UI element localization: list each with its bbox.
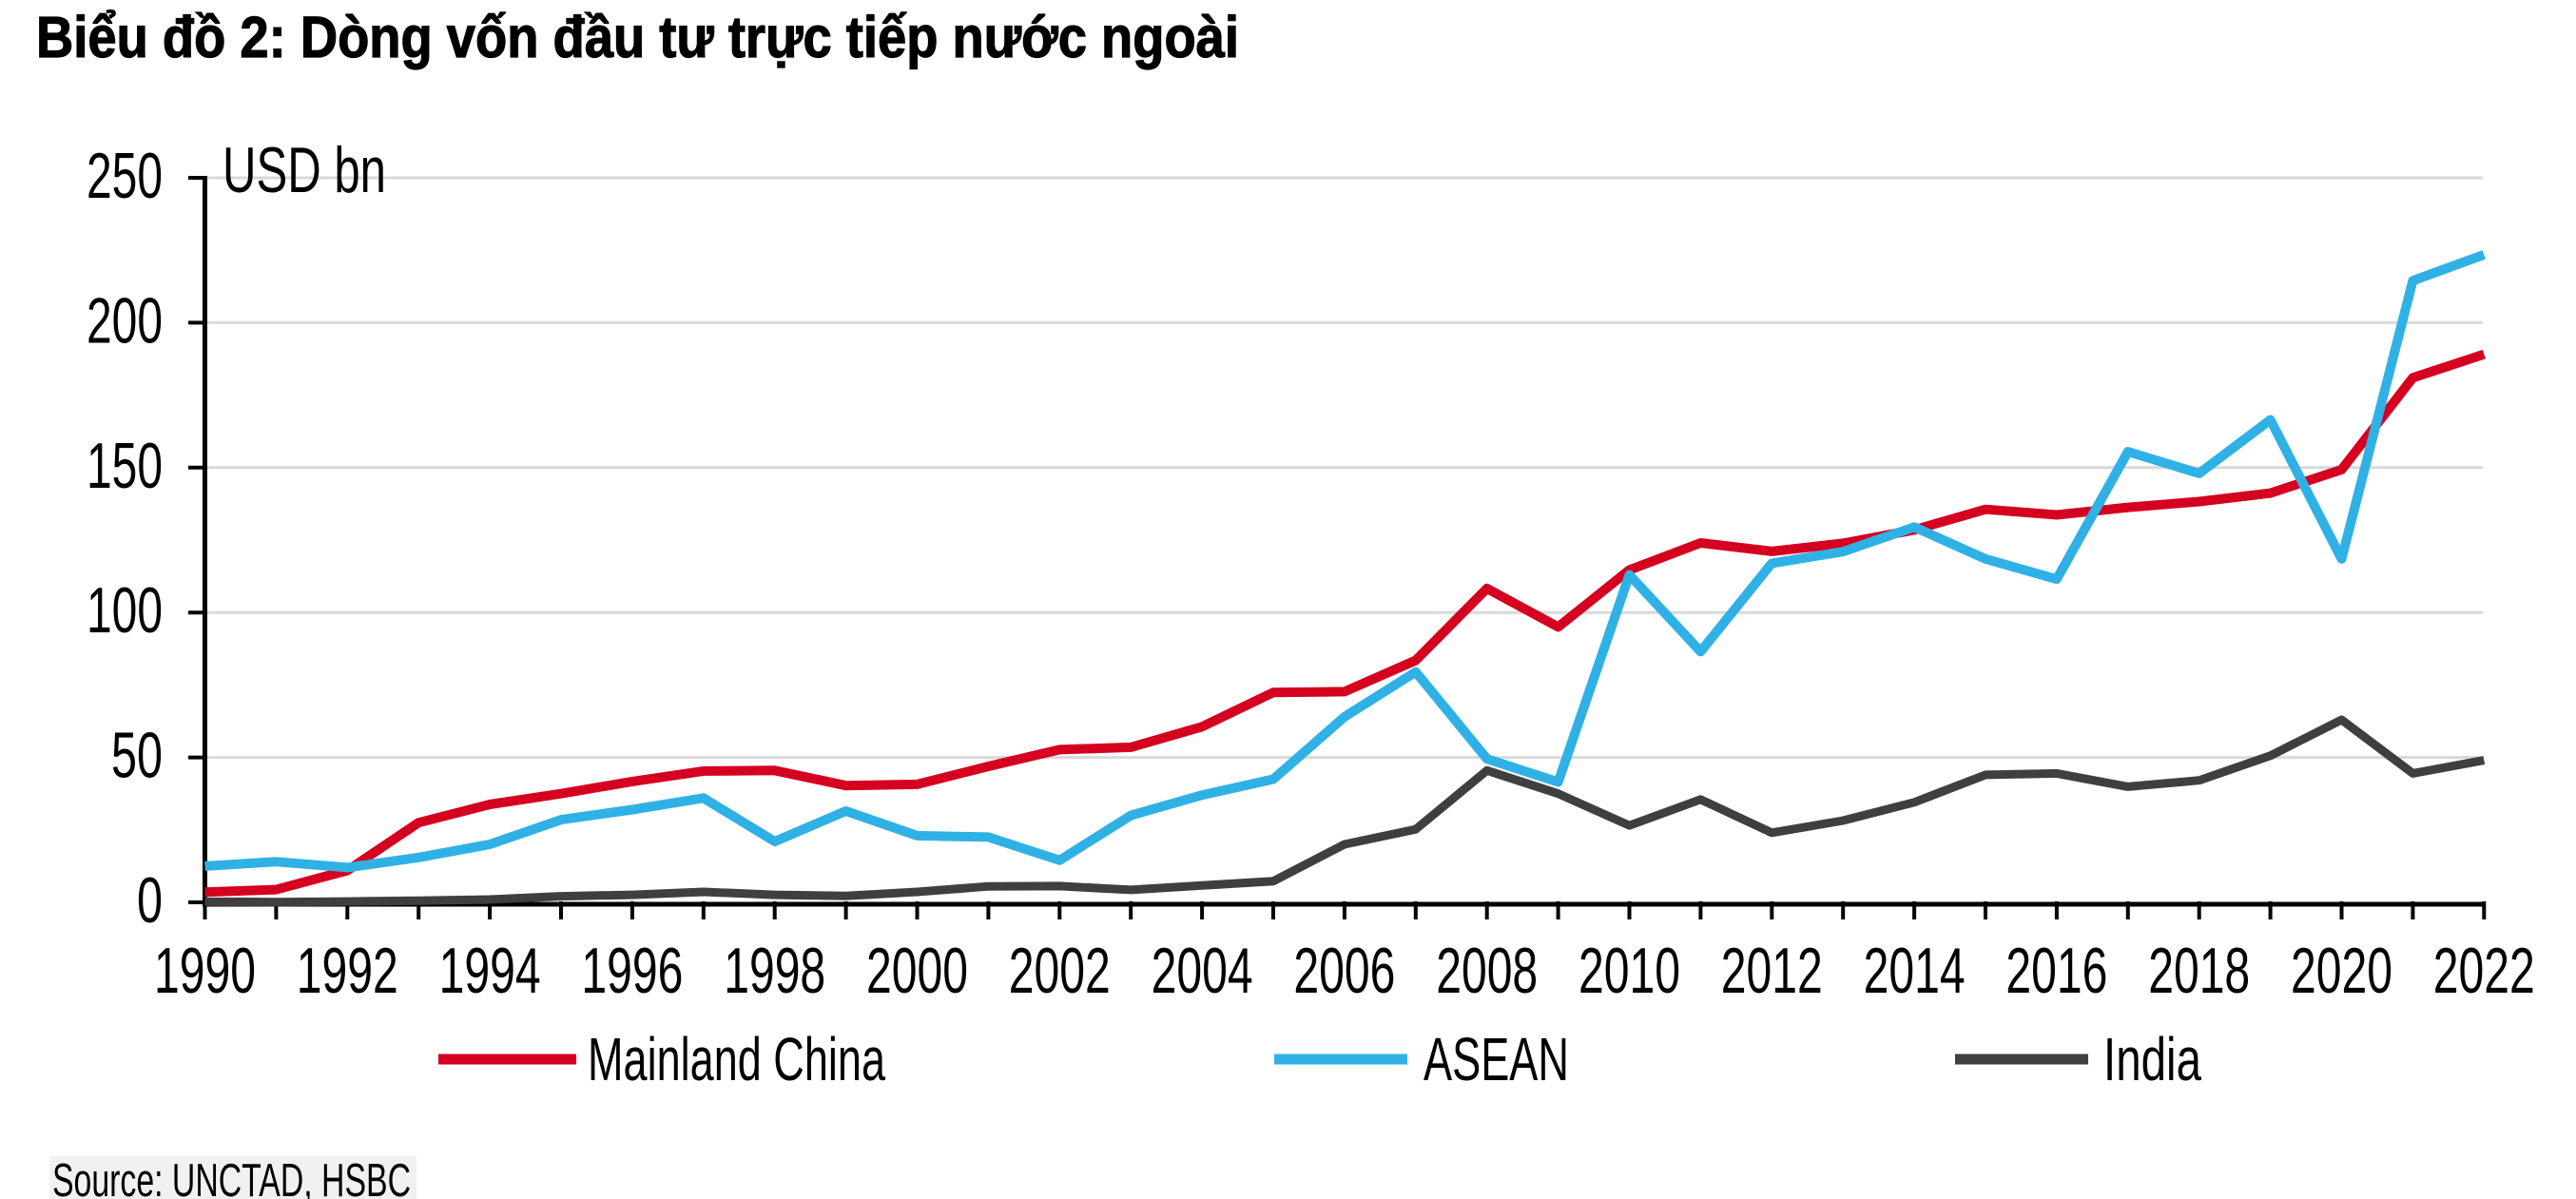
svg-text:2020: 2020: [2291, 935, 2392, 1007]
svg-text:2022: 2022: [2433, 935, 2535, 1007]
svg-text:2014: 2014: [1864, 935, 1966, 1007]
svg-text:2012: 2012: [1721, 935, 1823, 1007]
svg-text:2006: 2006: [1293, 935, 1395, 1007]
svg-text:ASEAN: ASEAN: [1424, 1025, 1569, 1093]
svg-text:USD bn: USD bn: [223, 134, 386, 206]
svg-text:Mainland China: Mainland China: [588, 1025, 885, 1093]
svg-text:1998: 1998: [724, 935, 825, 1007]
svg-text:0: 0: [137, 864, 163, 937]
svg-text:2002: 2002: [1009, 935, 1111, 1007]
svg-text:Biểu đồ 2: Dòng vốn đầu tư trự: Biểu đồ 2: Dòng vốn đầu tư trực tiếp nướ…: [36, 5, 1239, 69]
svg-text:150: 150: [87, 430, 163, 502]
svg-text:2016: 2016: [2005, 935, 2107, 1007]
svg-text:200: 200: [87, 284, 163, 357]
svg-text:1996: 1996: [581, 935, 683, 1007]
svg-text:2010: 2010: [1579, 935, 1680, 1007]
svg-text:2008: 2008: [1436, 935, 1538, 1007]
svg-text:1990: 1990: [154, 935, 256, 1007]
svg-text:2018: 2018: [2148, 935, 2250, 1007]
svg-text:India: India: [2103, 1025, 2201, 1093]
svg-text:250: 250: [87, 140, 163, 212]
svg-text:2000: 2000: [866, 935, 968, 1007]
svg-text:2004: 2004: [1152, 935, 1253, 1007]
svg-text:1994: 1994: [439, 935, 541, 1007]
svg-text:1992: 1992: [297, 935, 398, 1007]
svg-text:50: 50: [111, 720, 163, 792]
svg-text:100: 100: [87, 574, 163, 647]
svg-text:Source: UNCTAD, HSBC: Source: UNCTAD, HSBC: [52, 1155, 411, 1199]
